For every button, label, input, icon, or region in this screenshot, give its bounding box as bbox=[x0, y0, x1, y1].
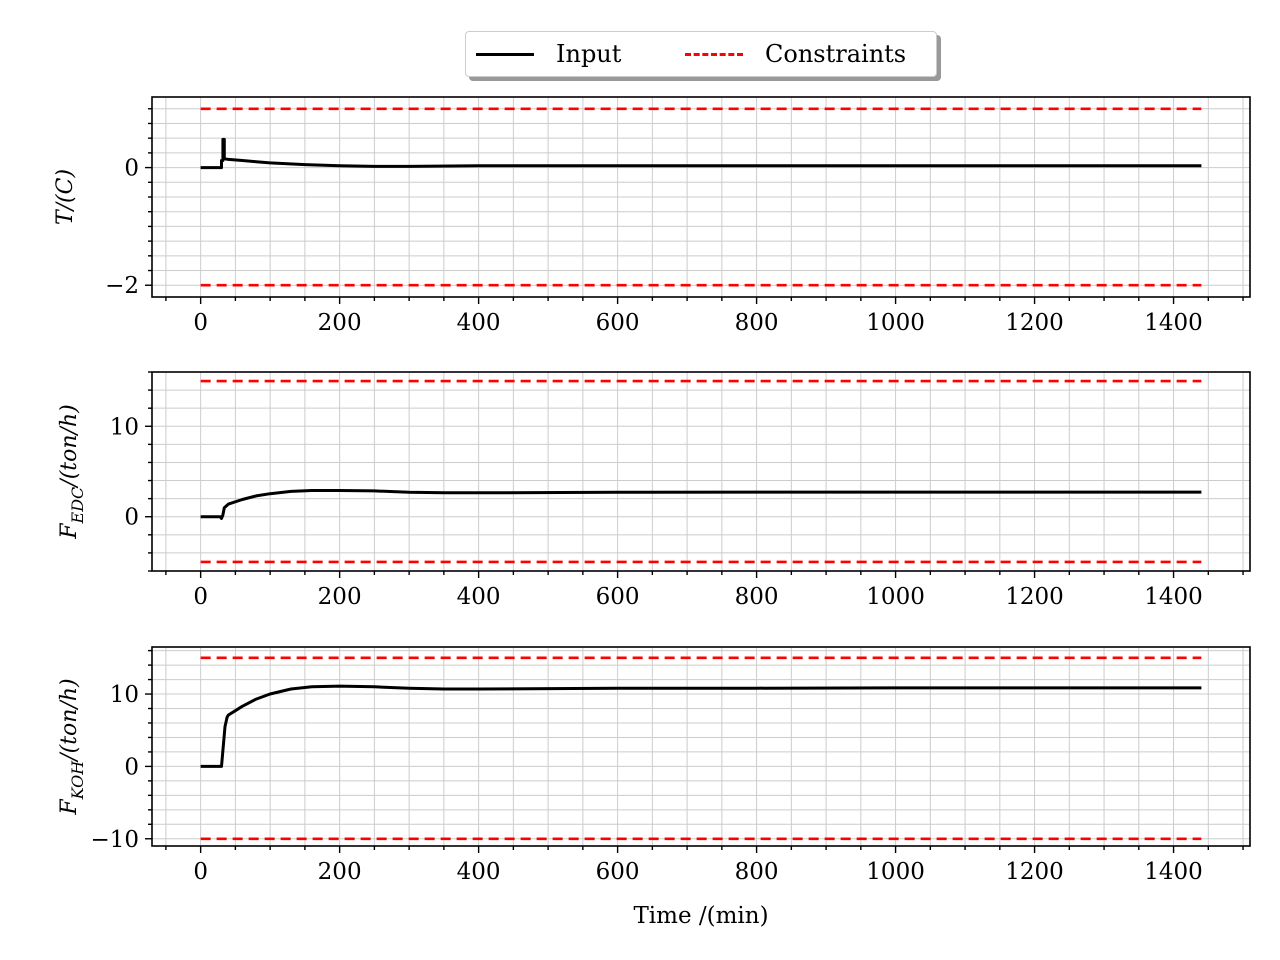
y-tick-label: −10 bbox=[90, 827, 139, 853]
input-series-line bbox=[200, 489, 1202, 520]
y-axis-label: FEDC/(ton/h) bbox=[57, 404, 87, 539]
axes-frame bbox=[151, 646, 1251, 847]
x-tick-label: 1000 bbox=[866, 584, 925, 610]
y-tick-label: 0 bbox=[124, 754, 139, 780]
legend-item-constraints: Constraints bbox=[685, 32, 906, 76]
x-tick-label: 1000 bbox=[866, 310, 925, 336]
y-label-main: F bbox=[57, 523, 82, 540]
legend-item-input: Input bbox=[476, 32, 621, 76]
x-tick-label: 1400 bbox=[1144, 859, 1203, 885]
legend: Input Constraints bbox=[465, 31, 937, 77]
x-tick-label: 0 bbox=[193, 310, 208, 336]
x-tick-label: 800 bbox=[735, 310, 779, 336]
y-tick-label: −2 bbox=[105, 273, 139, 299]
y-tick-label: 10 bbox=[110, 682, 139, 708]
y-label-main: F bbox=[57, 799, 82, 816]
x-axis-label: Time /(min) bbox=[633, 903, 768, 929]
x-tick-label: 200 bbox=[318, 859, 362, 885]
legend-swatch-constraints bbox=[685, 52, 743, 56]
x-tick-label: 1200 bbox=[1005, 859, 1064, 885]
x-tick-label: 0 bbox=[193, 859, 208, 885]
subplot-temperature: 0 200 400 600 800 1000 1200 1400 −2 0 T/(C) bbox=[53, 96, 1251, 336]
x-tick-label: 400 bbox=[457, 310, 501, 336]
grid bbox=[152, 372, 1250, 571]
x-tick-label: 1000 bbox=[866, 859, 925, 885]
y-tick-label: 0 bbox=[124, 505, 139, 531]
x-tick-label: 600 bbox=[596, 859, 640, 885]
grid bbox=[152, 647, 1250, 846]
subplot-koh-flow: 0 200 400 600 800 1000 1200 1400 −10 0 10 FKOH/(ton… bbox=[57, 646, 1251, 929]
input-series-line bbox=[200, 684, 1202, 768]
legend-label-input: Input bbox=[556, 40, 622, 68]
legend-label-constraints: Constraints bbox=[765, 40, 907, 68]
y-label-unit: /(ton/h) bbox=[57, 404, 82, 488]
x-tick-label: 1200 bbox=[1005, 310, 1064, 336]
subplot-edc-flow: 0 200 400 600 800 1000 1200 1400 0 10 FEDC/(ton/h) bbox=[57, 371, 1251, 610]
y-label-unit: /(ton/h) bbox=[57, 678, 82, 762]
x-tick-label: 200 bbox=[318, 310, 362, 336]
x-tick-label: 0 bbox=[193, 584, 208, 610]
y-tick-label: 10 bbox=[110, 414, 139, 440]
x-tick-label: 400 bbox=[457, 859, 501, 885]
x-tick-label: 800 bbox=[735, 584, 779, 610]
y-tick-label: 0 bbox=[124, 156, 139, 182]
axes-frame bbox=[151, 371, 1251, 572]
y-label-subscript: KOH bbox=[68, 760, 87, 801]
x-tick-label: 1200 bbox=[1005, 584, 1064, 610]
x-tick-label: 1400 bbox=[1144, 584, 1203, 610]
x-tick-label: 1400 bbox=[1144, 310, 1203, 336]
y-axis-label: T/(C) bbox=[53, 169, 78, 225]
x-tick-label: 200 bbox=[318, 584, 362, 610]
x-tick-label: 600 bbox=[596, 310, 640, 336]
y-label-subscript: EDC bbox=[68, 487, 87, 525]
y-axis-label: FKOH/(ton/h) bbox=[57, 678, 87, 815]
x-tick-label: 800 bbox=[735, 859, 779, 885]
x-tick-label: 600 bbox=[596, 584, 640, 610]
grid bbox=[152, 97, 1250, 297]
legend-swatch-input bbox=[476, 52, 534, 56]
x-tick-label: 400 bbox=[457, 584, 501, 610]
input-series-line bbox=[200, 137, 1202, 170]
